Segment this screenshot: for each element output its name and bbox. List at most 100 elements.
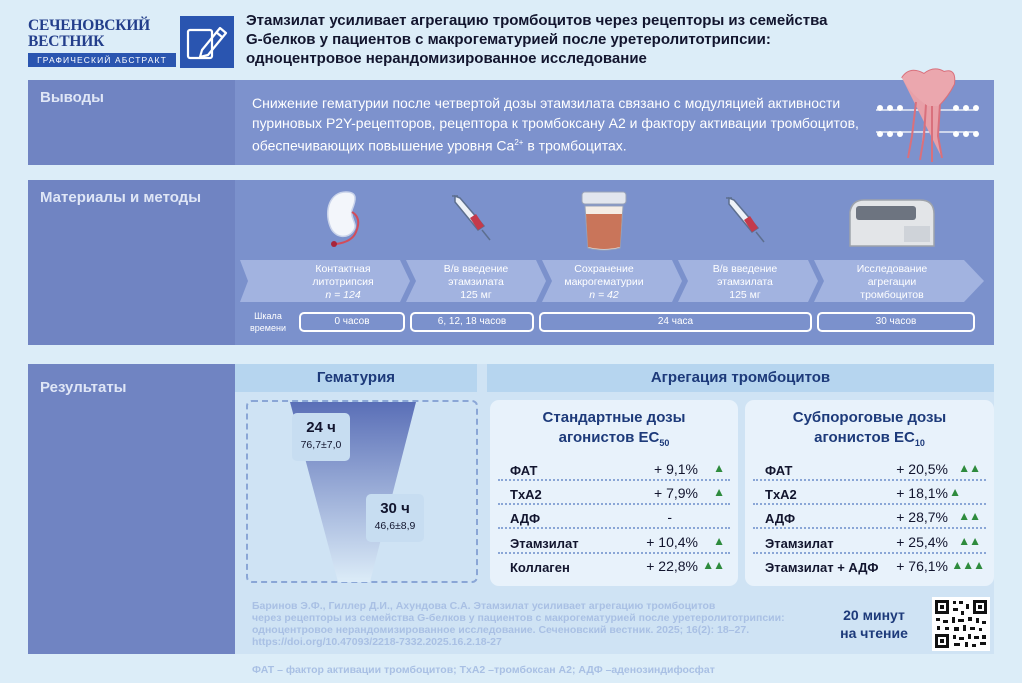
doi-link[interactable]: https://doi.org/10.47093/2218-7332.2025.… [252,636,502,648]
stage-lithotripsy: Контактная литотрипсия n = 124 [284,263,402,302]
increase-arrow-icon: ▲▲ [702,558,725,572]
agonist-value: - [667,509,672,525]
subthreshold-doses-title: Субпороговые дозы агонистов EC10 [745,408,994,453]
increase-arrow-icon: ▲ [949,485,961,499]
stage-text: Контактная [315,263,371,275]
stage-injection-2: В/в введение этамзилата 125 мг [686,263,804,302]
pencil-icon [180,16,234,68]
table-row: ФАТ + 20,5% ▲▲ [753,457,986,481]
qr-code-icon[interactable] [932,597,990,651]
stage-n: n = 42 [589,289,619,301]
timeline-label: Шкала времени [240,310,296,334]
agonist-value: + 18,1% [896,485,948,501]
reading-line: на чтение [840,625,908,641]
increase-arrow-icon: ▲▲ [958,461,981,475]
conclusions-end: в тромбоцитах. [523,137,627,154]
membrane-receptor-icon [872,66,982,166]
hematuria-24h: 24 ч 76,7±7,0 [292,413,350,461]
section-label-methods: Материалы и методы [28,180,235,345]
article-title: Этамзилат усиливает агрегацию тромбоцито… [246,11,886,68]
subthreshold-doses-card: Субпороговые дозы агонистов EC10 ФАТ + 20,… [745,400,994,586]
agonist-name: TxA2 [765,487,797,502]
stage-n: n = 124 [325,289,361,301]
card-title-sub: 50 [659,438,670,448]
urine-cup-icon [580,190,628,252]
increase-arrow-icon: ▲ [713,485,725,499]
agonist-value: + 76,1% [896,558,948,574]
standard-doses-title: Стандартные дозы агонистов EC50 [490,408,738,453]
agonist-name: Этамзилат + АДФ [765,560,879,575]
citation-line: через рецепторы из семейства G-белков у … [252,612,785,624]
card-title-line: агонистов EC [558,429,660,446]
standard-doses-card: Стандартные дозы агонистов EC50 ФАТ + 9,1%… [490,400,738,586]
title-line: одноцентровое нерандомизированное исслед… [246,50,647,67]
section-label-conclusions: Выводы [28,80,235,165]
agonist-value: + 22,8% [646,558,698,574]
conclusions-main: Снижение гематурии после четвертой дозы … [252,95,859,154]
agonist-name: ФАТ [765,463,793,478]
card-title-sub: 10 [914,438,925,448]
agonist-name: ФАТ [510,463,538,478]
agonist-name: АДФ [510,511,541,526]
process-arrow [240,260,984,302]
increase-arrow-icon: ▲ [713,534,725,548]
timeline-6-18h: 6, 12, 18 часов [410,312,534,332]
kidney-icon [322,188,368,250]
agonist-value: + 25,4% [896,534,948,550]
table-row: TxA2 + 7,9% ▲ [498,481,730,505]
table-row: АДФ - [498,505,730,529]
increase-arrow-icon: ▲▲ [958,509,981,523]
agonist-value: + 7,9% [654,485,698,501]
journal-logo: СЕЧЕНОВСКИЙ ВЕСТНИК [28,18,150,50]
stage-text: литотрипсия [312,276,374,288]
citation-line: Баринов Э.Ф., Гиллер Д.И., Ахундова С.А.… [252,600,716,612]
card-title-line: агонистов EC [814,429,915,446]
agonist-value: + 10,4% [646,534,698,550]
citation: Баринов Э.Ф., Гиллер Д.И., Ахундова С.А.… [252,600,812,648]
table-row: TxA2 + 18,1% ▲ [753,481,986,505]
card-title-line: Стандартные дозы [542,409,686,426]
stage-text: агрегации [867,276,917,288]
title-line: Этамзилат усиливает агрегацию тромбоцито… [246,12,828,29]
agonist-name: TxA2 [510,487,542,502]
abbreviations-footnote: ФАТ – фактор активации тромбоцитов; TxA2… [252,664,715,676]
increase-arrow-icon: ▲▲▲ [951,558,985,572]
syringe-icon [446,190,492,244]
stage-dose: 125 мг [460,289,492,301]
stage-text: этамзилата [717,276,773,288]
table-row: АДФ + 28,7% ▲▲ [753,505,986,529]
increase-arrow-icon: ▲ [713,461,725,475]
title-line: G-белков у пациентов с макрогематурией п… [246,31,771,48]
syringe-icon [720,192,766,246]
timeline-label-line: времени [250,323,286,333]
increase-arrow-icon: ▲▲ [958,534,981,548]
stage-injection-1: В/в введение этамзилата 125 мг [417,263,535,302]
stage-text: Сохранение [574,263,634,275]
stage-dose: 125 мг [729,289,761,301]
table-row: ФАТ + 9,1% ▲ [498,457,730,481]
table-row: Этамзилат + 25,4% ▲▲ [753,530,986,554]
hematuria-value: 46,6±8,9 [374,520,416,532]
analyzer-icon [846,196,938,252]
hematuria-time: 30 ч [380,500,410,517]
stage-text: этамзилата [448,276,504,288]
agonist-value: + 9,1% [654,461,698,477]
stage-text: макрогематурии [564,276,644,288]
stage-text: В/в введение [712,263,778,275]
hematuria-panel [246,400,478,583]
logo-line1: СЕЧЕНОВСКИЙ [28,17,151,34]
agonist-name: АДФ [765,511,796,526]
timeline-label-line: Шкала [254,311,282,321]
table-row: Коллаген + 22,8% ▲▲ [498,554,730,578]
table-row: Этамзилат + АДФ + 76,1% ▲▲▲ [753,554,986,578]
table-row: Этамзилат + 10,4% ▲ [498,530,730,554]
stage-text: тромбоцитов [860,289,924,301]
timeline-30h: 30 часов [817,312,975,332]
hematuria-value: 76,7±7,0 [300,439,342,451]
timeline-24h: 24 часа [539,312,812,332]
section-label-results: Результаты [28,364,235,654]
reading-time: 20 минут на чтение [828,606,920,642]
logo-subtitle: ГРАФИЧЕСКИЙ АБСТРАКТ [28,53,176,67]
agonist-value: + 20,5% [896,461,948,477]
hematuria-time: 24 ч [306,419,336,436]
